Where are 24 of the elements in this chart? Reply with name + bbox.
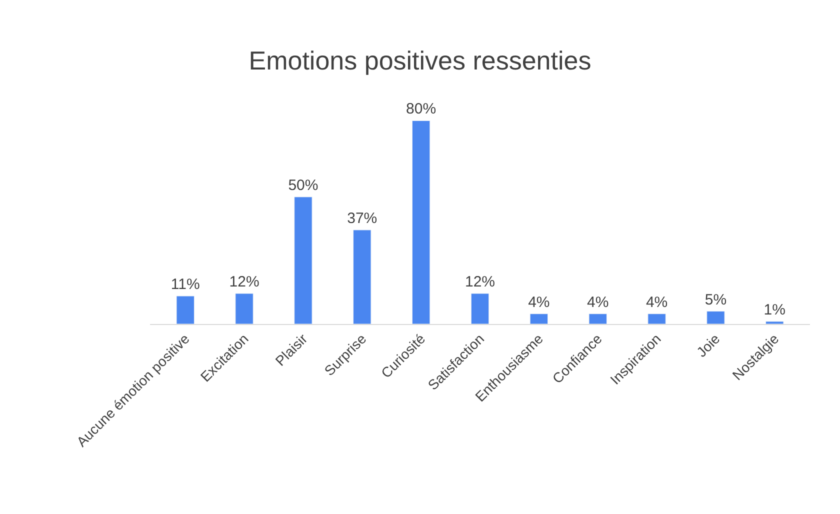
data-label: 4% (528, 294, 550, 311)
data-label: 5% (704, 291, 727, 308)
bar (766, 321, 784, 324)
data-label: 50% (288, 176, 318, 194)
chart-title: Emotions positives ressenties (248, 46, 592, 76)
x-tick-label: Joie (693, 330, 723, 360)
bar (706, 311, 725, 324)
data-label: 1% (764, 301, 786, 318)
data-label: 80% (406, 100, 436, 118)
bar (530, 314, 548, 324)
bar (412, 120, 430, 324)
bar (588, 314, 607, 324)
bar (176, 296, 194, 324)
data-label: 12% (229, 274, 260, 291)
data-label: 11% (170, 276, 200, 294)
bar (470, 293, 490, 324)
data-label: 4% (587, 294, 609, 311)
bar (353, 230, 372, 324)
bar (235, 293, 254, 324)
data-label: 37% (347, 210, 378, 227)
bar (648, 314, 666, 324)
data-label: 12% (464, 274, 496, 291)
bar (294, 196, 312, 324)
data-label: 4% (646, 294, 668, 311)
